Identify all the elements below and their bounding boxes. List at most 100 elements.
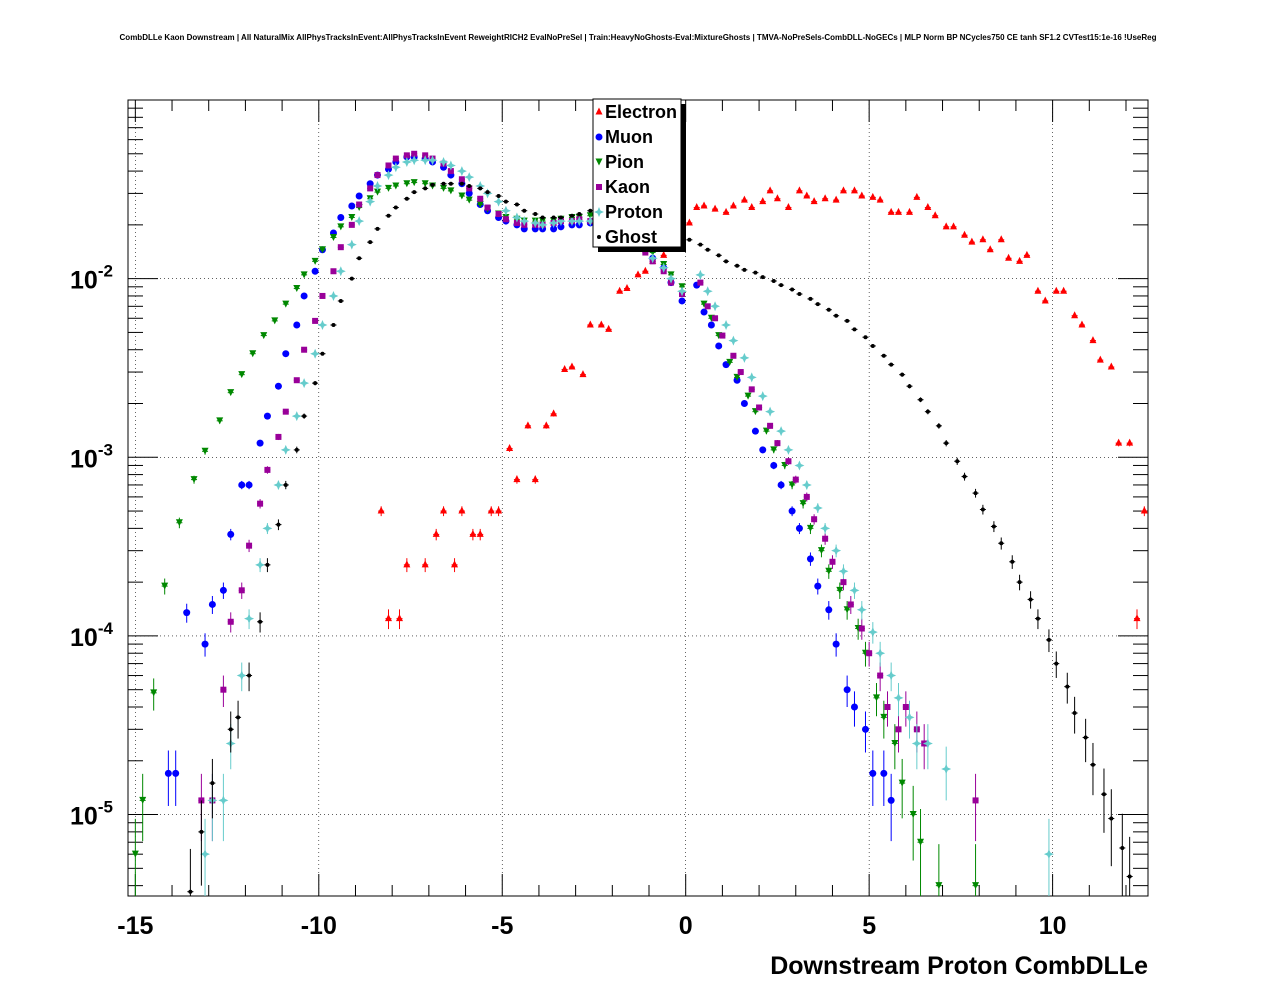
- data-point: [790, 287, 795, 292]
- data-point: [392, 182, 400, 190]
- data-point: [275, 433, 282, 440]
- data-point: [227, 389, 235, 397]
- data-point: [746, 372, 757, 383]
- data-point: [383, 170, 394, 181]
- data-point: [911, 738, 922, 749]
- data-point: [299, 378, 310, 389]
- data-point: [199, 829, 204, 834]
- series-layer: [131, 150, 1148, 896]
- data-point: [838, 566, 849, 577]
- data-point: [1090, 762, 1095, 767]
- data-point: [756, 404, 763, 411]
- data-point: [410, 179, 418, 187]
- data-point: [870, 343, 875, 348]
- data-point: [722, 207, 730, 215]
- y-tick-label: 10-5: [70, 798, 113, 831]
- data-point: [282, 408, 289, 415]
- data-point: [784, 203, 792, 211]
- data-point: [451, 560, 459, 568]
- data-point: [808, 296, 813, 301]
- data-point: [869, 192, 877, 200]
- data-point: [997, 235, 1005, 243]
- data-point: [373, 188, 381, 196]
- data-point: [658, 262, 669, 273]
- data-point: [495, 506, 503, 514]
- data-point: [918, 397, 923, 402]
- data-point: [950, 222, 958, 230]
- data-point: [421, 560, 429, 568]
- data-point: [866, 650, 873, 657]
- data-point: [445, 160, 456, 171]
- data-point: [396, 614, 404, 622]
- data-point: [447, 168, 454, 175]
- data-point: [569, 213, 574, 218]
- data-point: [1089, 336, 1097, 344]
- data-point: [294, 447, 299, 452]
- data-point: [704, 303, 711, 310]
- data-point: [164, 769, 172, 777]
- data-point: [131, 850, 139, 858]
- data-point: [886, 670, 897, 681]
- data-point: [924, 203, 932, 211]
- data-point: [238, 587, 245, 594]
- data-point: [776, 426, 787, 437]
- data-point: [797, 292, 802, 297]
- data-point: [710, 301, 721, 312]
- data-point: [843, 606, 851, 614]
- data-point: [506, 443, 514, 451]
- data-point: [551, 215, 556, 220]
- data-point: [623, 284, 631, 292]
- data-point: [337, 213, 345, 221]
- data-point: [1127, 874, 1132, 879]
- data-point: [255, 559, 266, 570]
- data-point: [1028, 597, 1033, 602]
- data-point: [907, 384, 912, 389]
- data-point: [792, 476, 799, 483]
- data-point: [1133, 614, 1141, 622]
- data-point: [700, 308, 708, 316]
- data-point: [403, 560, 411, 568]
- data-point: [441, 181, 446, 186]
- data-point: [403, 180, 411, 188]
- data-point: [354, 216, 365, 227]
- data-point: [814, 582, 822, 590]
- data-point: [566, 216, 577, 227]
- data-point: [753, 270, 758, 275]
- data-point: [227, 618, 234, 625]
- data-point: [427, 155, 438, 166]
- data-point: [440, 506, 448, 514]
- data-point: [568, 362, 576, 370]
- data-point: [803, 493, 810, 500]
- data-point: [705, 247, 710, 252]
- data-point: [238, 371, 246, 379]
- data-point: [825, 606, 833, 614]
- data-point: [895, 207, 903, 215]
- data-point: [702, 286, 713, 297]
- data-point: [794, 460, 805, 471]
- data-point: [707, 321, 715, 329]
- data-point: [355, 192, 363, 200]
- x-tick-label: -15: [117, 912, 153, 940]
- data-point: [826, 307, 831, 312]
- data-point: [219, 586, 227, 594]
- data-point: [280, 444, 291, 455]
- data-point: [478, 186, 483, 191]
- data-point: [356, 201, 363, 208]
- data-point: [729, 201, 737, 209]
- legend-marker-muon: [595, 133, 603, 141]
- data-point: [411, 150, 418, 157]
- data-point: [724, 259, 729, 264]
- data-point: [893, 692, 904, 703]
- x-axis-label: Downstream Proton CombDLLe: [770, 952, 1148, 980]
- data-point: [338, 298, 343, 303]
- data-point: [806, 555, 814, 563]
- data-point: [832, 195, 840, 203]
- data-point: [200, 849, 211, 860]
- data-point: [898, 779, 906, 787]
- x-tick-label: -10: [301, 912, 337, 940]
- data-point: [320, 351, 325, 356]
- data-point: [700, 300, 708, 308]
- data-point: [319, 292, 326, 299]
- data-point: [1034, 286, 1042, 294]
- data-point: [999, 541, 1004, 546]
